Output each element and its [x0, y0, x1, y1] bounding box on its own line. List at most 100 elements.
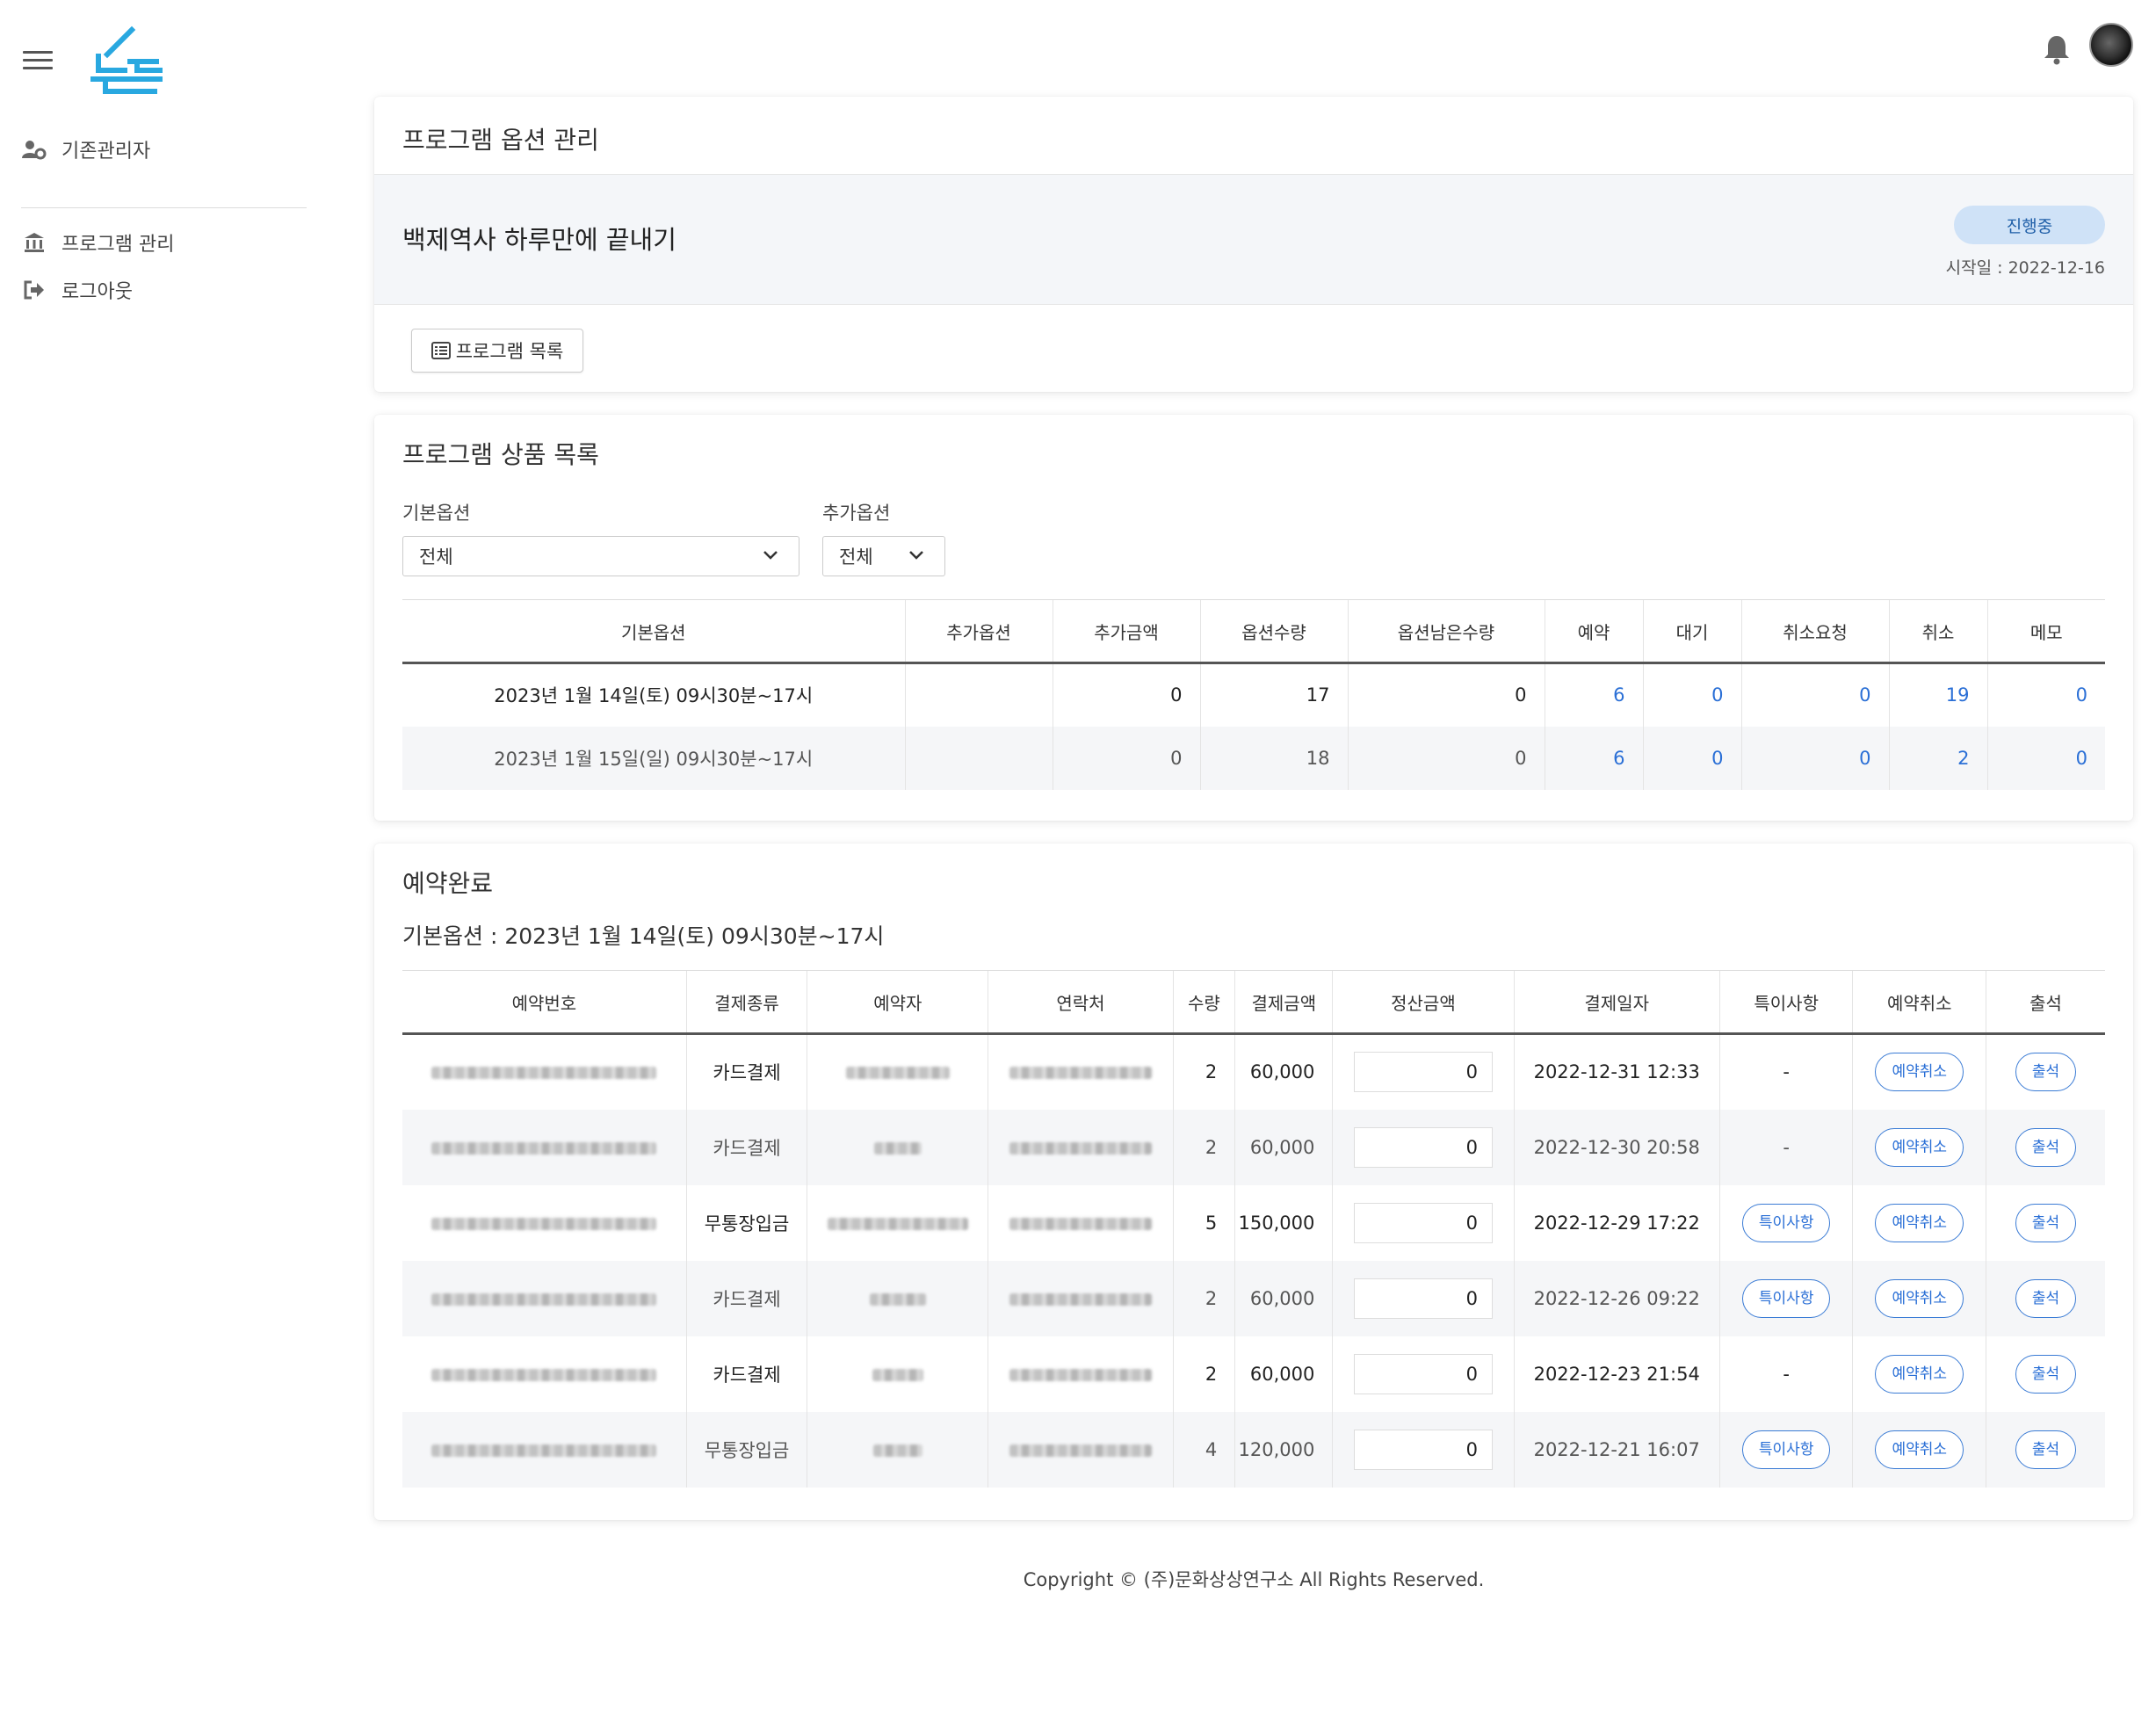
program-list-button[interactable]: 프로그램 목록 — [411, 329, 583, 373]
reserver-redacted — [807, 1411, 988, 1488]
reserve-link[interactable]: 6 — [1544, 662, 1643, 727]
sidebar-item-program[interactable]: 프로그램 관리 — [21, 225, 174, 260]
table-row: 무통장입금 4 120,000 0 2022-12-21 16:07 특이사항 … — [402, 1411, 2105, 1488]
reserve-link[interactable]: 6 — [1544, 726, 1643, 790]
extra-option-value: 전체 — [839, 547, 873, 568]
option-management-card: 프로그램 옵션 관리 백제역사 하루만에 끝내기 진행중 시작일 : 2022-… — [374, 97, 2133, 392]
sidebar-item-logout[interactable]: 로그아웃 — [21, 272, 133, 308]
qty-cell: 2 — [1172, 1033, 1235, 1110]
settle-amount-input[interactable]: 0 — [1353, 1126, 1493, 1168]
option-cell: 2023년 1월 15일(일) 09시30분~17시 — [402, 726, 905, 790]
settle-amount-input[interactable]: 0 — [1353, 1278, 1493, 1319]
table-row[interactable]: 2023년 1월 15일(일) 09시30분~17시 0 18 0 6 0 0 … — [402, 726, 2105, 790]
attendance-button[interactable]: 출석 — [2015, 1430, 2077, 1469]
table-row: 무통장입금 5 150,000 0 2022-12-29 17:22 특이사항 … — [402, 1184, 2105, 1261]
column-header: 결제종류 — [685, 970, 807, 1035]
contact-redacted — [988, 1109, 1174, 1185]
special-note-button[interactable]: 특이사항 — [1741, 1430, 1831, 1469]
chevron-down-icon — [763, 551, 778, 560]
contact-redacted — [988, 1033, 1174, 1110]
basic-option-value: 전체 — [419, 547, 453, 568]
attendance-button[interactable]: 출석 — [2015, 1354, 2077, 1394]
sidebar-item-label: 로그아웃 — [61, 281, 133, 303]
cancel-reservation-button[interactable]: 예약취소 — [1875, 1354, 1964, 1394]
product-table: 기본옵션 추가옵션 추가금액 옵션수량 옵션남은수량 예약 대기 취소요청 취소… — [402, 599, 2105, 790]
cancel-reservation-button[interactable]: 예약취소 — [1875, 1127, 1964, 1167]
attendance-button[interactable]: 출석 — [2015, 1278, 2077, 1318]
qty-cell: 17 — [1199, 662, 1348, 727]
cancel-reservation-button[interactable]: 예약취소 — [1875, 1430, 1964, 1469]
column-header: 예약 — [1544, 599, 1643, 664]
cancel-link[interactable]: 2 — [1888, 726, 1987, 790]
avatar[interactable] — [2089, 23, 2133, 67]
date-cell: 2022-12-26 09:22 — [1513, 1260, 1720, 1336]
wait-link[interactable]: 0 — [1642, 662, 1741, 727]
attendance-button[interactable]: 출석 — [2015, 1127, 2077, 1167]
table-header: 예약번호 결제종류 예약자 연락처 수량 결제금액 정산금액 결제일자 특이사항… — [402, 970, 2105, 1035]
column-header: 옵션수량 — [1199, 599, 1348, 664]
cancel-request-link[interactable]: 0 — [1740, 726, 1889, 790]
sidebar-item-admin[interactable]: 기존관리자 — [21, 132, 150, 167]
reserver-redacted — [807, 1033, 988, 1110]
special-note-button[interactable]: 특이사항 — [1741, 1203, 1831, 1242]
basic-option-select[interactable]: 전체 — [402, 536, 799, 576]
settle-amount-input[interactable]: 0 — [1353, 1429, 1493, 1470]
note-cell: 특이사항 — [1718, 1184, 1853, 1261]
date-cell: 2022-12-21 16:07 — [1513, 1411, 1720, 1488]
qty-cell: 2 — [1172, 1336, 1235, 1412]
date-cell: 2022-12-29 17:22 — [1513, 1184, 1720, 1261]
reservation-number-redacted — [402, 1336, 686, 1412]
table-header: 기본옵션 추가옵션 추가금액 옵션수량 옵션남은수량 예약 대기 취소요청 취소… — [402, 599, 2105, 664]
reservations-card: 예약완료 기본옵션 : 2023년 1월 14일(토) 09시30분~17시 예… — [374, 843, 2133, 1520]
table-row: 카드결제 2 60,000 0 2022-12-26 09:22 특이사항 예약… — [402, 1260, 2105, 1336]
status-badge: 진행중 — [1954, 206, 2105, 244]
cancel-reservation-button[interactable]: 예약취소 — [1875, 1203, 1964, 1242]
cancel-reservation-button[interactable]: 예약취소 — [1875, 1053, 1964, 1092]
cancel-cell: 예약취소 — [1852, 1033, 1986, 1110]
settle-amount-input[interactable]: 0 — [1353, 1353, 1493, 1394]
table-row[interactable]: 2023년 1월 14일(토) 09시30분~17시 0 17 0 6 0 0 … — [402, 662, 2105, 727]
contact-redacted — [988, 1411, 1174, 1488]
amount-cell: 60,000 — [1234, 1260, 1333, 1336]
attendance-button[interactable]: 출석 — [2015, 1203, 2077, 1242]
memo-link[interactable]: 0 — [1986, 662, 2105, 727]
attend-cell: 출석 — [1986, 1336, 2105, 1412]
logout-icon — [21, 277, 47, 303]
amount-cell: 60,000 — [1234, 1109, 1333, 1185]
sidebar-item-label: 기존관리자 — [61, 141, 151, 163]
column-header: 특이사항 — [1718, 970, 1853, 1035]
settle-amount-input[interactable]: 0 — [1353, 1202, 1493, 1243]
note-cell: - — [1718, 1033, 1853, 1110]
date-cell: 2022-12-31 12:33 — [1513, 1033, 1720, 1110]
cancel-link[interactable]: 19 — [1888, 662, 1987, 727]
menu-icon[interactable] — [23, 51, 53, 70]
reservation-number-redacted — [402, 1034, 686, 1110]
start-date: 시작일 : 2022-12-16 — [1945, 258, 2105, 278]
section-title: 예약완료 — [402, 869, 494, 898]
qty-cell: 5 — [1172, 1184, 1235, 1261]
section-title: 프로그램 상품 목록 — [402, 440, 599, 469]
settle-amount-input[interactable]: 0 — [1353, 1052, 1493, 1093]
extra-price-cell: 0 — [1052, 662, 1200, 727]
extra-option-select[interactable]: 전체 — [822, 536, 945, 576]
special-note-button[interactable]: 특이사항 — [1741, 1278, 1831, 1318]
nolto-logo[interactable] — [90, 25, 165, 95]
remain-cell: 0 — [1347, 726, 1545, 790]
program-info-band — [374, 175, 2133, 305]
memo-link[interactable]: 0 — [1986, 726, 2105, 790]
pay-type-cell: 카드결제 — [685, 1109, 807, 1185]
amount-cell: 120,000 — [1234, 1411, 1333, 1488]
extra-cell — [904, 662, 1053, 727]
column-header: 옵션남은수량 — [1347, 599, 1545, 664]
pay-type-cell: 카드결제 — [685, 1260, 807, 1336]
bank-icon — [21, 229, 47, 256]
wait-link[interactable]: 0 — [1642, 726, 1741, 790]
column-header: 예약취소 — [1852, 970, 1986, 1035]
bell-icon[interactable] — [2042, 33, 2072, 65]
reservation-number-redacted — [402, 1411, 687, 1488]
reservation-number-redacted — [402, 1109, 687, 1185]
attendance-button[interactable]: 출석 — [2015, 1053, 2077, 1092]
attend-cell: 출석 — [1986, 1184, 2105, 1261]
cancel-request-link[interactable]: 0 — [1740, 662, 1889, 727]
cancel-reservation-button[interactable]: 예약취소 — [1875, 1278, 1964, 1318]
